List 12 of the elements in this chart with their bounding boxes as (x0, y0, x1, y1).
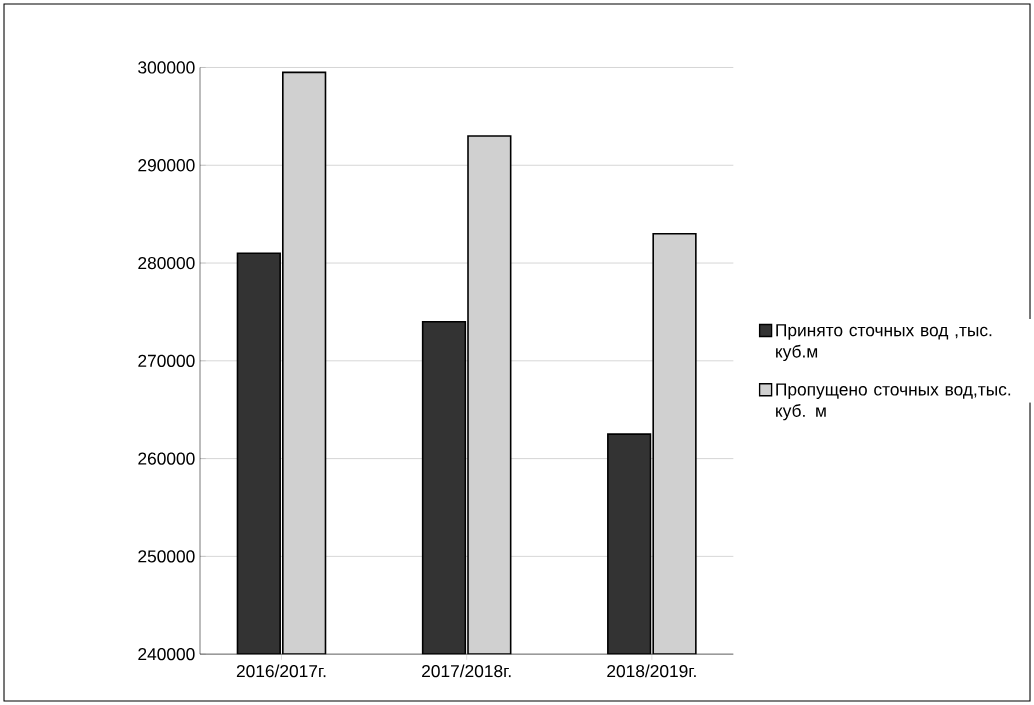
y-tick-label: 300000 (138, 61, 195, 74)
y-tick-label: 260000 (138, 452, 195, 465)
y-tick-label: 290000 (138, 159, 195, 172)
x-tick-label: 2016/2017г. (236, 664, 326, 678)
y-tick-label: 250000 (138, 550, 195, 563)
legend-label: Пропущено сточных вод,тыс. куб. м (776, 383, 1011, 421)
y-tick-label: 280000 (138, 256, 195, 270)
x-tick-label: 2017/2018г. (422, 664, 511, 678)
legend-label: Принято сточных вод ,тыс. куб.м (776, 324, 992, 362)
y-tick-label: 270000 (138, 354, 195, 367)
x-tick-label: 2018/2019г. (607, 664, 696, 678)
y-tick-label: 240000 (138, 648, 195, 661)
